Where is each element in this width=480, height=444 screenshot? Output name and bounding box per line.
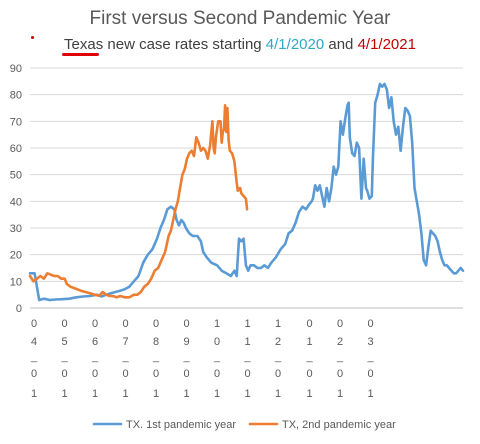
- y-tick-label: 0: [16, 303, 22, 315]
- x-tick-label: 0: [337, 368, 343, 380]
- x-tick-label: 0: [122, 368, 128, 380]
- annotation-dot: [31, 36, 34, 39]
- x-tick-label: _: [274, 351, 282, 363]
- x-tick-label: 1: [337, 388, 343, 400]
- x-tick-label: 0: [92, 318, 98, 330]
- x-tick-label: 0: [244, 368, 250, 380]
- x-tick-label: 1: [122, 388, 128, 400]
- x-tick-label: 1: [31, 388, 37, 400]
- x-tick-label: 4: [31, 336, 37, 348]
- y-tick-label: 80: [10, 90, 22, 102]
- annotation-underline: [62, 53, 99, 56]
- x-tick-label: _: [30, 351, 38, 363]
- x-tick-label: 9: [183, 336, 189, 348]
- x-tick-label: _: [182, 351, 190, 363]
- subtitle-date-2021: 4/1/2021: [357, 36, 416, 53]
- x-tick-label: 0: [92, 368, 98, 380]
- y-tick-label: 30: [10, 223, 22, 235]
- y-tick-label: 40: [10, 196, 22, 208]
- x-tick-label: 0: [183, 368, 189, 380]
- x-tick-label: 3: [367, 336, 373, 348]
- x-tick-label: 0: [153, 318, 159, 330]
- x-tick-label: 0: [61, 368, 67, 380]
- x-tick-label: 1: [244, 336, 250, 348]
- x-tick-label: 0: [214, 336, 220, 348]
- x-tick-label: 0: [275, 368, 281, 380]
- y-tick-label: 10: [10, 276, 22, 288]
- x-tick-label: 1: [275, 318, 281, 330]
- x-tick-label: 1: [214, 318, 220, 330]
- subtitle-text: Texas new case rates starting: [64, 36, 266, 53]
- y-tick-label: 60: [10, 143, 22, 155]
- x-tick-label: 0: [306, 368, 312, 380]
- chart-title: First versus Second Pandemic Year: [89, 8, 391, 29]
- x-tick-label: _: [305, 351, 313, 363]
- x-tick-label: 0: [337, 318, 343, 330]
- x-tick-label: 2: [337, 336, 343, 348]
- y-tick-label: 20: [10, 250, 22, 262]
- x-tick-label: 0: [367, 368, 373, 380]
- x-tick-label: 1: [244, 318, 250, 330]
- x-tick-label: 0: [31, 368, 37, 380]
- x-tick-label: 0: [61, 318, 67, 330]
- x-tick-label: _: [60, 351, 68, 363]
- y-tick-label: 90: [10, 63, 22, 75]
- chart-subtitle: Texas new case rates starting 4/1/2020 a…: [0, 36, 480, 53]
- x-tick-label: 0: [214, 368, 220, 380]
- x-tick-label: 8: [153, 336, 159, 348]
- x-tick-label: 1: [275, 388, 281, 400]
- x-tick-label: 1: [153, 388, 159, 400]
- subtitle-date-2020: 4/1/2020: [265, 36, 325, 53]
- x-tick-label: 0: [367, 318, 373, 330]
- x-tick-label: _: [336, 351, 344, 363]
- x-tick-label: 1: [367, 388, 373, 400]
- x-tick-label: 1: [214, 388, 220, 400]
- x-tick-label: 0: [183, 318, 189, 330]
- x-tick-label: 2: [275, 336, 281, 348]
- x-tick-label: 5: [61, 336, 67, 348]
- legend-label: TX. 1st pandemic year: [126, 419, 236, 431]
- legend-label: TX, 2nd pandemic year: [282, 419, 396, 431]
- x-tick-label: _: [213, 351, 221, 363]
- y-tick-label: 50: [10, 170, 22, 182]
- x-tick-label: 0: [306, 318, 312, 330]
- series-line-second-year: [28, 104, 249, 299]
- x-tick-label: 1: [306, 336, 312, 348]
- x-tick-label: _: [91, 351, 99, 363]
- x-tick-label: 0: [153, 368, 159, 380]
- x-tick-label: 7: [122, 336, 128, 348]
- x-tick-label: _: [366, 351, 374, 363]
- x-tick-label: _: [152, 351, 160, 363]
- x-tick-label: 0: [122, 318, 128, 330]
- subtitle-joiner: and: [324, 36, 358, 53]
- x-tick-label: 6: [92, 336, 98, 348]
- x-tick-label: 1: [306, 388, 312, 400]
- x-tick-label: 0: [31, 318, 37, 330]
- x-tick-label: _: [243, 351, 251, 363]
- x-tick-label: 1: [244, 388, 250, 400]
- x-tick-label: 1: [61, 388, 67, 400]
- x-tick-label: _: [121, 351, 129, 363]
- x-tick-label: 1: [183, 388, 189, 400]
- x-tick-label: 1: [92, 388, 98, 400]
- y-tick-label: 70: [10, 116, 22, 128]
- series-line-first-year: [28, 82, 465, 302]
